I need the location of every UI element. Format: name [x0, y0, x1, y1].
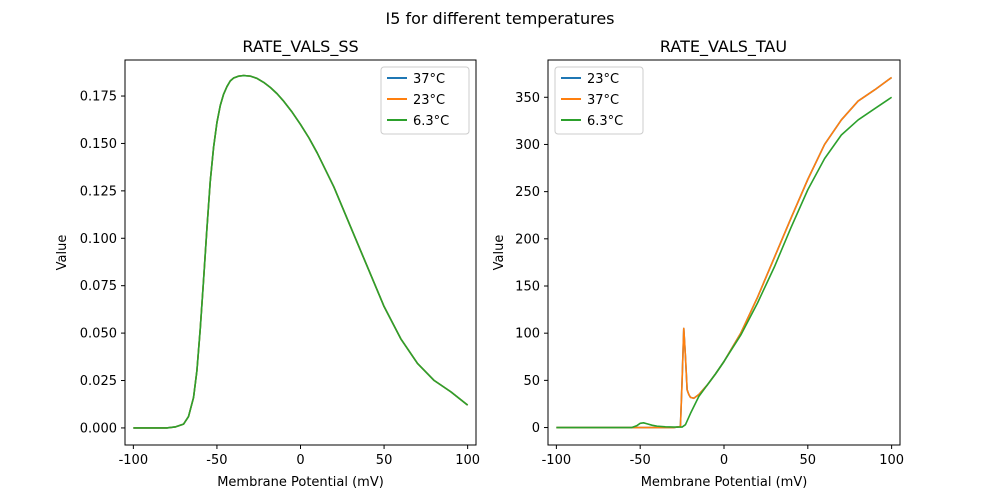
- y-tick-label: 0.125: [80, 184, 117, 199]
- chart-right-series-line-6-3-c: [556, 96, 893, 429]
- y-tick-label: 150: [515, 279, 540, 294]
- x-tick-label: -100: [119, 453, 149, 468]
- chart-left-legend: 37°C 23°C 6.3°C: [380, 66, 470, 135]
- chart-right-series-layer: [556, 76, 893, 429]
- chart-left: RATE_VALS_SS -100 -50 0 50 100 0.000 0.025 0.05…: [55, 37, 480, 490]
- x-tick-label: 0: [296, 453, 304, 468]
- chart-left-legend-item: 37°C: [387, 72, 445, 87]
- x-tick-label: -50: [206, 453, 227, 468]
- chart-left-title: RATE_VALS_SS: [242, 37, 358, 57]
- y-tick-label: 0.100: [80, 232, 117, 247]
- chart-left-legend-item: 6.3°C: [387, 114, 449, 129]
- chart-left-axis-layer: -100 -50 0 50 100 0.000 0.025 0.050 0.075 0.100 0.…: [80, 90, 480, 468]
- y-tick-label: 0: [532, 421, 540, 436]
- x-tick-label: 100: [879, 453, 904, 468]
- x-tick-label: -100: [542, 453, 572, 468]
- x-tick-label: 50: [800, 453, 817, 468]
- y-tick-label: 100: [515, 327, 540, 342]
- chart-left-legend-box: [380, 66, 470, 135]
- legend-label: 6.3°C: [413, 114, 449, 129]
- y-tick-label: 0.175: [80, 90, 117, 105]
- y-tick-label: 0.000: [80, 421, 117, 436]
- chart-right-legend-item: 23°C: [561, 72, 619, 87]
- chart-left-legend-item: 23°C: [387, 93, 445, 108]
- legend-label: 37°C: [587, 93, 619, 108]
- y-tick-label: 0.075: [80, 279, 117, 294]
- y-tick-label: 250: [515, 185, 540, 200]
- legend-label: 37°C: [413, 72, 445, 87]
- x-tick-label: 50: [376, 453, 393, 468]
- chart-right-legend-item: 37°C: [561, 93, 619, 108]
- chart-right-legend-item: 6.3°C: [561, 114, 623, 129]
- chart-left-series-line-6-3-c: [133, 74, 469, 429]
- x-tick-label: 0: [720, 453, 728, 468]
- y-tick-label: 0.025: [80, 374, 117, 389]
- chart-right-legend: 23°C 37°C 6.3°C: [554, 66, 644, 135]
- chart-right-axis-layer: -100 -50 0 50 100 0 50 100 150 200 250 300 350: [515, 91, 904, 468]
- x-tick-label: 100: [455, 453, 480, 468]
- y-tick-label: 300: [515, 138, 540, 153]
- chart-left-xlabel: Membrane Potential (mV): [217, 475, 384, 490]
- chart-right-ylabel: Value: [492, 235, 507, 271]
- legend-label: 23°C: [413, 93, 445, 108]
- chart-right-title: RATE_VALS_TAU: [660, 37, 787, 57]
- y-tick-label: 200: [515, 232, 540, 247]
- y-tick-label: 350: [515, 91, 540, 106]
- chart-left-series-layer: [133, 74, 469, 429]
- chart-left-ylabel: Value: [55, 235, 70, 271]
- chart-right-frame: [547, 59, 901, 446]
- legend-label: 23°C: [587, 72, 619, 87]
- figure-suptitle: I5 for different temperatures: [385, 9, 614, 28]
- chart-right-xlabel: Membrane Potential (mV): [641, 475, 808, 490]
- chart-left-frame: [124, 59, 477, 446]
- chart-right-legend-box: [554, 66, 644, 135]
- legend-label: 6.3°C: [587, 114, 623, 129]
- chart-right: RATE_VALS_TAU -100 -50 0 50 100 0 50 100 150 200 2…: [492, 37, 904, 490]
- y-tick-label: 50: [523, 374, 540, 389]
- x-tick-label: -50: [630, 453, 651, 468]
- y-tick-label: 0.150: [80, 137, 117, 152]
- y-tick-label: 0.050: [80, 327, 117, 342]
